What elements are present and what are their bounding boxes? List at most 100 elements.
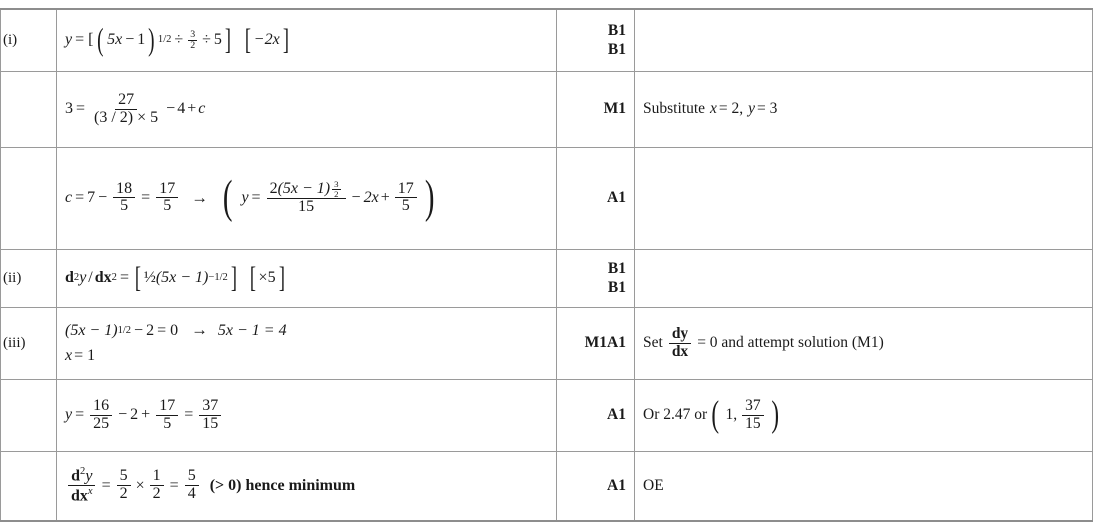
- comment-cell: OE: [634, 450, 1093, 522]
- mark-scheme-sheet: (i) y = [ ( 5x − 1 ) 1/2 ÷ 3 2: [0, 8, 1100, 523]
- numerator: 2 (5x − 1) 3 2: [266, 178, 346, 200]
- const-7: 7: [87, 189, 96, 207]
- conclusion-text: (> 0) hence minimum: [209, 476, 356, 494]
- fraction-18-5: 18 5: [113, 180, 136, 216]
- paren-close-icon: ): [771, 394, 779, 436]
- bracket2-close-icon: ]: [282, 24, 289, 57]
- question-label-cell: [0, 378, 57, 452]
- question-label-cell: (iii): [0, 306, 57, 380]
- denominator: 2: [119, 485, 128, 503]
- fraction-second-derivative: d2y dxx: [68, 466, 96, 505]
- numerator: d2y: [68, 466, 96, 487]
- equals: =: [75, 406, 85, 424]
- mark-code: A1: [607, 406, 626, 424]
- value-x: = 2,: [718, 100, 744, 117]
- table-row: (i) y = [ ( 5x − 1 ) 1/2 ÷ 3 2: [0, 8, 1093, 72]
- mark-code: B1: [607, 41, 626, 59]
- working-cell: 3 = 27 (3 / 2) × 5 − 4 + c: [56, 70, 557, 148]
- equals: =: [251, 189, 261, 207]
- comment-rest: = 0 and attempt solution (M1): [697, 334, 884, 352]
- marks-cell: B1 B1: [556, 248, 635, 308]
- minus: −: [98, 189, 108, 207]
- comment-cell: Substitute x = 2, y = 3: [634, 70, 1093, 148]
- denominator: 15: [202, 414, 219, 432]
- marks-cell: M1A1: [556, 306, 635, 380]
- question-label: (ii): [3, 269, 22, 286]
- half-fraction: ½: [143, 269, 156, 287]
- question-label: (i): [3, 31, 18, 48]
- fraction-17-5: 17 5: [156, 397, 179, 433]
- numerator: 37: [199, 397, 222, 416]
- diff-d: d: [71, 467, 81, 485]
- numerator: 3: [332, 178, 341, 190]
- numerator: 16: [90, 397, 113, 416]
- fraction-big-expression: 2 (5x − 1) 3 2 15: [266, 178, 346, 216]
- fraction-dy-dx: dy dx: [668, 325, 692, 360]
- numerator: 17: [156, 397, 179, 416]
- divide-2: ÷: [202, 31, 211, 49]
- denominator: 5: [120, 197, 129, 215]
- fraction-5-4: 5 4: [184, 468, 199, 503]
- term-2x: 2x: [363, 189, 379, 207]
- mark-code: B1: [607, 259, 626, 277]
- question-label-cell: (ii): [0, 248, 57, 308]
- comment-cell: [634, 248, 1093, 308]
- mark-code: A1: [607, 477, 626, 495]
- numerator: 3: [188, 28, 198, 41]
- plus: +: [380, 189, 390, 207]
- numerator: 5: [116, 468, 131, 487]
- equals: =: [184, 406, 194, 424]
- comment-word: Substitute: [643, 100, 706, 117]
- fraction-37-15: 37 15: [199, 397, 222, 433]
- fraction-17-5: 17 5: [156, 180, 179, 216]
- table-row: (ii) d 2 y / dx 2 = [ ½ (5x − 1) −1/2 ]: [0, 248, 1093, 308]
- paren-open-icon: (: [97, 21, 104, 58]
- marks-cell: M1: [556, 70, 635, 148]
- numerator: 17: [156, 180, 179, 199]
- denominator: 5: [163, 197, 172, 215]
- bracket-open-icon: [: [134, 261, 141, 294]
- divide-1: ÷: [174, 31, 184, 49]
- minus-2: −: [254, 31, 264, 49]
- plus: +: [141, 406, 151, 424]
- fraction-1-2: 1 2: [149, 468, 164, 503]
- base-5x-1: (5x − 1): [277, 180, 331, 198]
- comment-cell: [634, 146, 1093, 250]
- value-x: = 1: [74, 346, 96, 364]
- base-5x-1: (5x − 1): [65, 321, 118, 339]
- mark-code: A1: [607, 189, 626, 207]
- plus: +: [187, 100, 197, 118]
- minus: −: [351, 189, 361, 207]
- equals-zero: = 0: [157, 321, 179, 339]
- marks-cell: A1: [556, 146, 635, 250]
- var-c: c: [65, 189, 73, 207]
- fraction-17-5b: 17 5: [394, 180, 417, 216]
- arrow-icon: →: [191, 320, 208, 340]
- comment-alternative-answer: Or 2.47 or ( 1, 37 15 ): [643, 394, 783, 436]
- equals: =: [141, 189, 151, 207]
- comment-cell: Set dy dx = 0 and attempt solution (M1): [634, 306, 1093, 380]
- fraction-27-over: 27 (3 / 2) × 5: [91, 91, 161, 127]
- diff-dx: dx: [71, 487, 88, 505]
- equals: =: [76, 100, 86, 118]
- denominator: dx: [671, 342, 689, 360]
- superscript-x: x: [87, 486, 93, 498]
- equals: =: [169, 476, 179, 494]
- denominator: 15: [745, 414, 761, 432]
- expression-row3: c = 7 − 18 5 = 17 5 → ( y =: [65, 171, 439, 223]
- expression-line-1: (5x − 1) 1/2 − 2 = 0 → 5x − 1 = 4: [65, 320, 287, 340]
- denominator: 5: [401, 197, 410, 215]
- working-cell: y = [ ( 5x − 1 ) 1/2 ÷ 3 2 ÷ 5 ]: [56, 8, 557, 72]
- question-label-cell: [0, 70, 57, 148]
- table-row: (iii) (5x − 1) 1/2 − 2 = 0 → 5x − 1 = 4 …: [0, 306, 1093, 380]
- minus: −: [125, 31, 135, 49]
- paren-close-icon: ): [148, 21, 155, 58]
- table-row: 3 = 27 (3 / 2) × 5 − 4 + c M1 Substitute: [0, 70, 1093, 148]
- expression-line-2: x = 1: [65, 347, 97, 365]
- diff-d: d: [65, 269, 74, 287]
- bracket2-open-icon: [: [244, 24, 251, 57]
- numerator: 5: [184, 468, 199, 487]
- comment-substitute: Substitute x = 2, y = 3: [643, 100, 779, 117]
- const-2: 2: [130, 406, 139, 424]
- paren-open-icon: (: [222, 171, 233, 223]
